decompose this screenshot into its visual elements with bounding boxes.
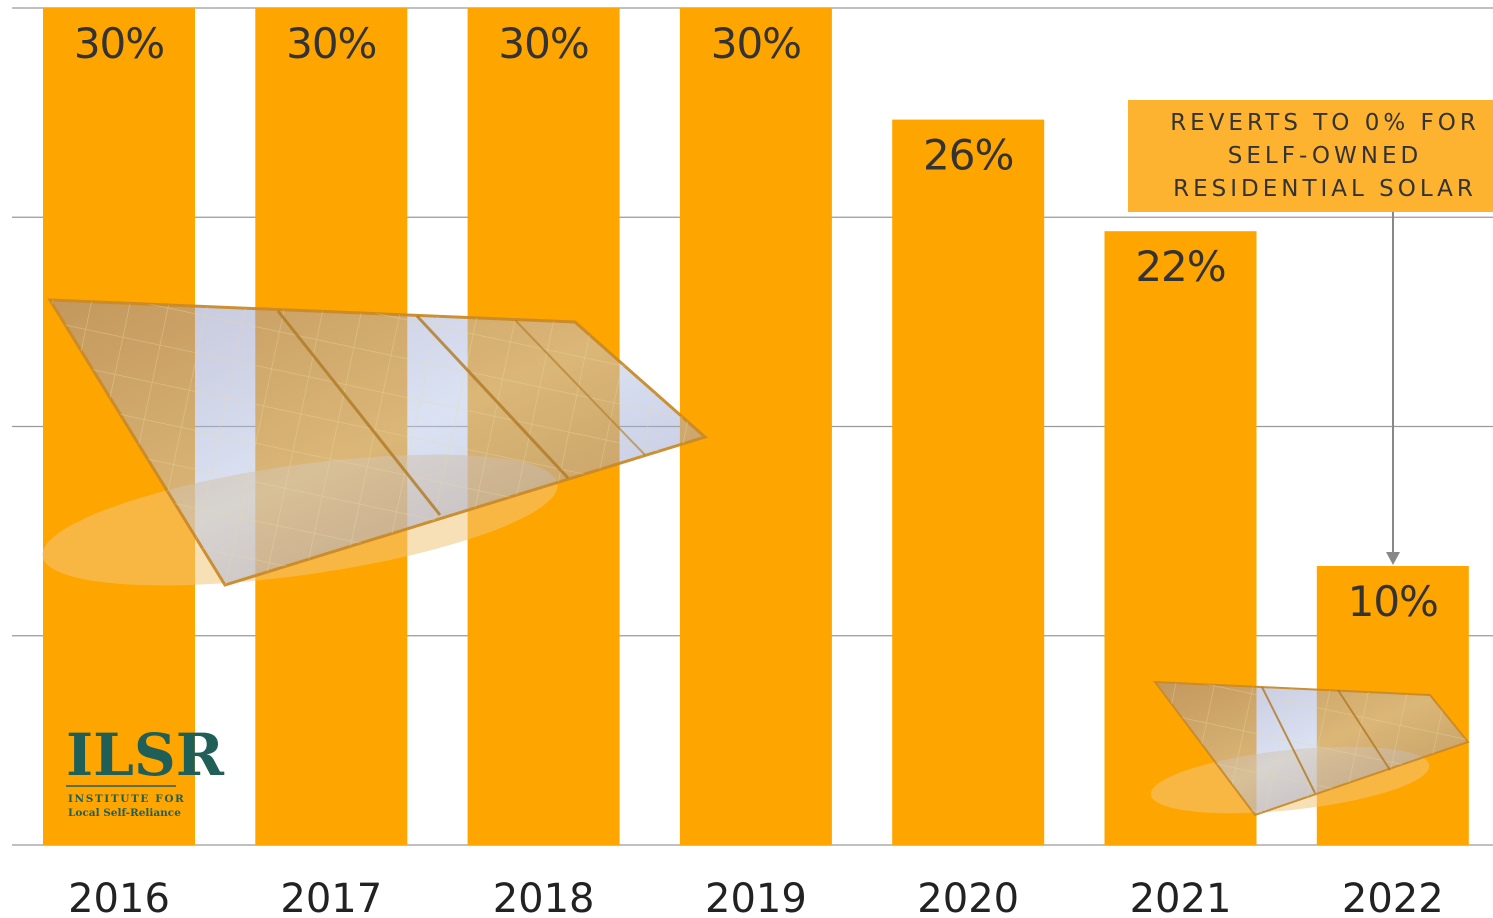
x-tick-label-2022: 2022 — [1342, 876, 1444, 918]
bar-2020 — [892, 119, 1045, 846]
callout-line-1: REVERTS TO 0% FOR — [1170, 110, 1480, 136]
x-tick-label-2020: 2020 — [917, 876, 1019, 918]
x-tick-label-2019: 2019 — [705, 876, 807, 918]
bar-value-label-2016: 30% — [74, 19, 164, 68]
x-tick-label-2021: 2021 — [1130, 876, 1232, 918]
bar-value-labels: 30% 30% 30% 30% 26% 22% 10% — [74, 19, 1439, 626]
callout-arrowhead-icon — [1386, 552, 1400, 565]
bar-2019 — [679, 8, 832, 845]
solar-panel-icon — [42, 298, 708, 587]
bar-value-label-2017: 30% — [286, 19, 376, 68]
logo-wordmark: ILSR — [66, 721, 225, 789]
callout-box — [1128, 100, 1493, 212]
logo-line-2: Local Self-Reliance — [68, 807, 181, 819]
bar-value-label-2019: 30% — [711, 19, 801, 68]
x-tick-label-2016: 2016 — [68, 876, 170, 918]
callout: REVERTS TO 0% FOR SELF-OWNED RESIDENTIAL… — [1128, 100, 1493, 565]
ilsr-logo: ILSR INSTITUTE FOR Local Self-Reliance — [66, 721, 225, 819]
bar-value-label-2022: 10% — [1348, 577, 1438, 626]
callout-line-3: RESIDENTIAL SOLAR — [1173, 176, 1477, 202]
callout-line-2: SELF-OWNED — [1228, 143, 1422, 169]
solar-panel-small-icon — [1150, 680, 1470, 817]
x-tick-label-2018: 2018 — [493, 876, 595, 918]
x-axis-tick-labels: 2016 2017 2018 2019 2020 2021 2022 — [68, 876, 1444, 918]
bar-value-label-2021: 22% — [1135, 242, 1225, 291]
logo-line-1: INSTITUTE FOR — [68, 793, 185, 805]
bar-value-label-2018: 30% — [498, 19, 588, 68]
x-tick-label-2017: 2017 — [280, 876, 382, 918]
bar-value-label-2020: 26% — [923, 131, 1013, 180]
